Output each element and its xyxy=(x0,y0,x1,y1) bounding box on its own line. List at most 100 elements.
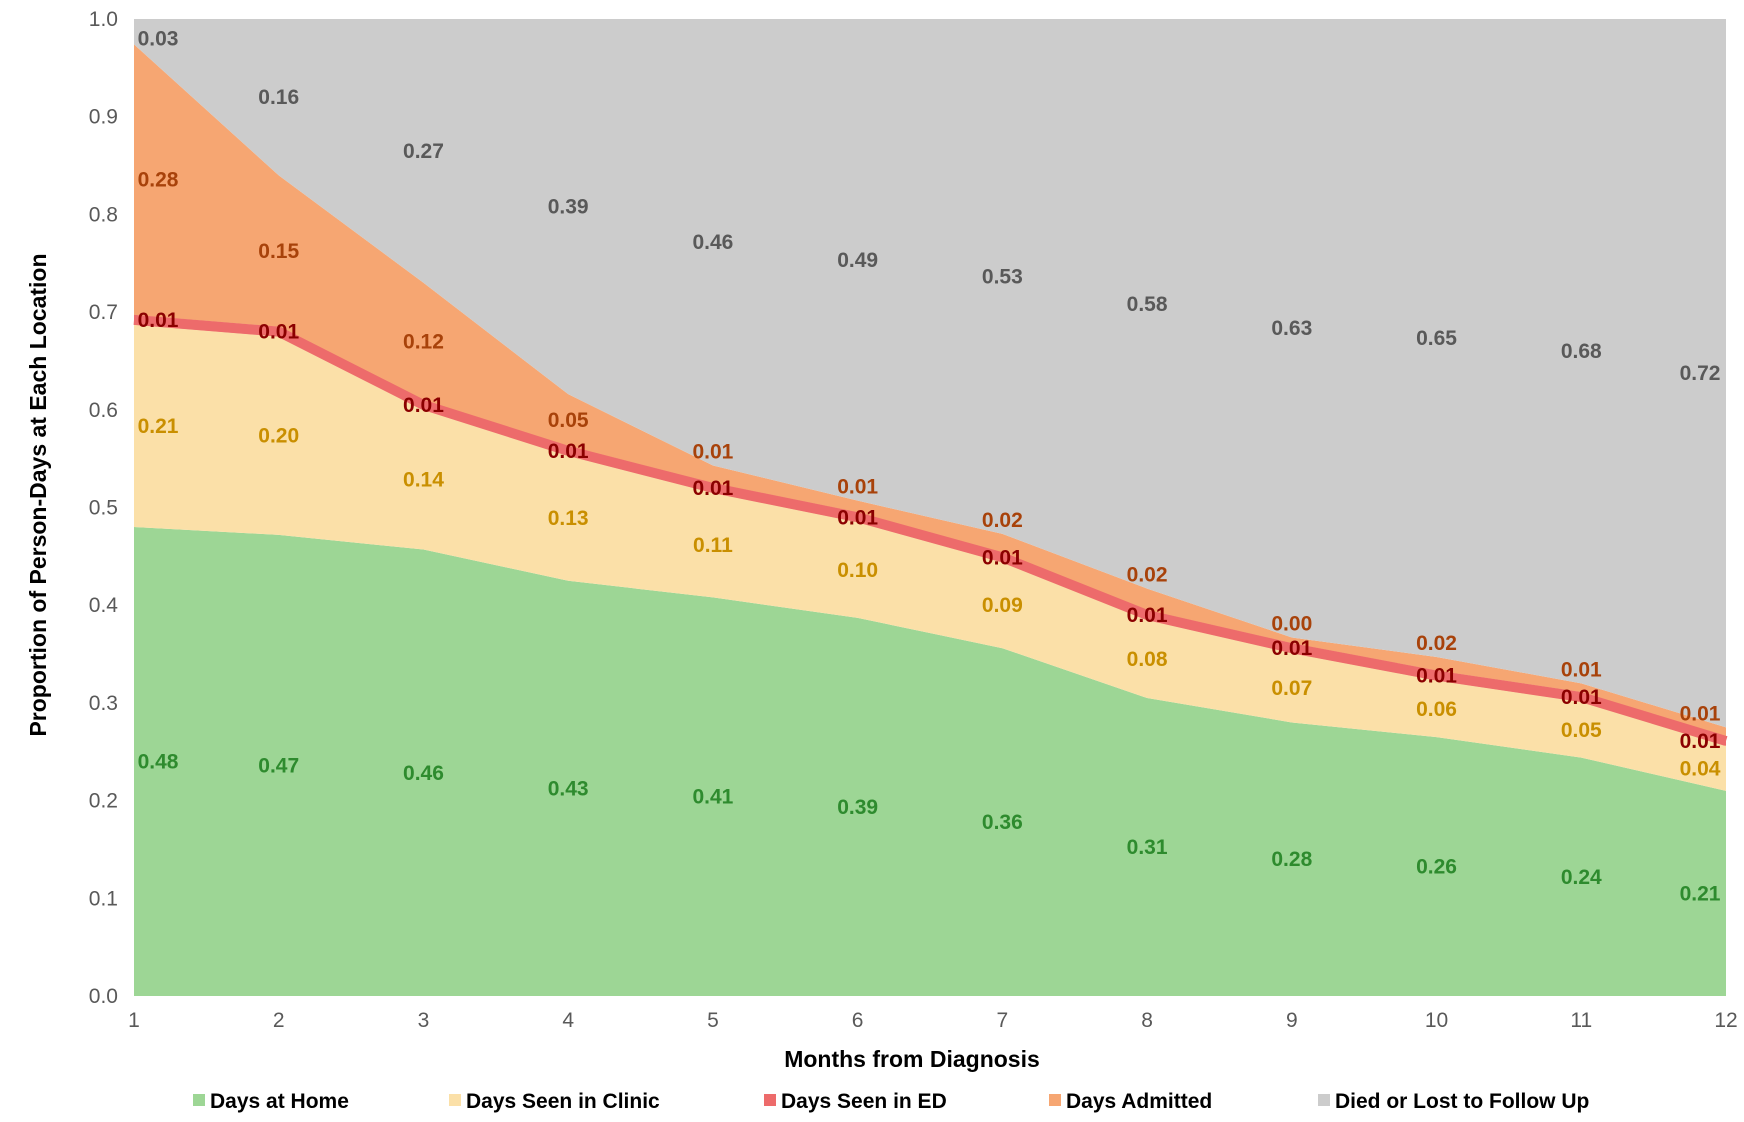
data-label: 0.63 xyxy=(1271,317,1312,340)
area-days-admitted xyxy=(134,44,1726,737)
data-label: 0.02 xyxy=(1416,632,1457,655)
data-label: 0.31 xyxy=(1127,836,1168,859)
legend-swatch xyxy=(1049,1094,1061,1106)
legend-label: Days Seen in ED xyxy=(781,1090,947,1113)
data-label: 0.21 xyxy=(138,415,179,438)
data-label: 0.01 xyxy=(692,440,733,463)
data-label: 0.01 xyxy=(258,321,299,344)
data-label: 0.05 xyxy=(548,409,589,432)
data-label: 0.16 xyxy=(258,86,299,109)
data-label: 0.02 xyxy=(1127,564,1168,587)
ed-band-line xyxy=(133,314,1728,746)
data-label: 0.01 xyxy=(1680,702,1721,725)
legend-swatch xyxy=(449,1094,461,1106)
data-label: 0.27 xyxy=(403,140,444,163)
data-label: 0.09 xyxy=(982,594,1023,617)
data-label: 0.06 xyxy=(1416,698,1457,721)
x-tick-label: 5 xyxy=(707,1009,719,1032)
data-label: 0.12 xyxy=(403,330,444,353)
data-label: 0.20 xyxy=(258,425,299,448)
x-tick-label: 8 xyxy=(1141,1009,1153,1032)
data-label: 0.08 xyxy=(1127,648,1168,671)
y-tick-label: 0.2 xyxy=(89,790,118,813)
legend-label: Days Admitted xyxy=(1066,1090,1212,1113)
legend-label: Died or Lost to Follow Up xyxy=(1335,1090,1589,1113)
x-tick-label: 4 xyxy=(562,1009,574,1032)
legend: Days at Home Days Seen in Clinic Days Seen… xyxy=(193,1090,1589,1113)
data-label: 0.01 xyxy=(837,476,878,499)
y-tick-label: 0.6 xyxy=(89,399,118,422)
data-label: 0.28 xyxy=(138,169,179,192)
data-label: 0.11 xyxy=(693,534,733,557)
data-label: 0.01 xyxy=(403,394,444,417)
data-label: 0.28 xyxy=(1271,848,1312,871)
legend-label: Days Seen in Clinic xyxy=(466,1090,660,1113)
ed-band xyxy=(133,314,1728,746)
legend-swatch xyxy=(193,1094,205,1106)
y-axis-title: Proportion of Person-Days at Each Locati… xyxy=(25,253,51,736)
data-label: 0.01 xyxy=(548,440,589,463)
stacked-areas xyxy=(134,19,1726,996)
data-label: 0.41 xyxy=(692,786,733,809)
data-label: 0.10 xyxy=(837,559,878,582)
y-tick-label: 1.0 xyxy=(89,8,118,31)
data-label: 0.46 xyxy=(692,231,733,254)
data-label: 0.01 xyxy=(692,477,733,500)
legend-swatch xyxy=(764,1094,776,1106)
data-label: 0.36 xyxy=(982,811,1023,834)
x-tick-label: 12 xyxy=(1714,1009,1737,1032)
data-label: 0.43 xyxy=(548,777,589,800)
data-label: 0.47 xyxy=(258,754,299,777)
data-label: 0.49 xyxy=(837,249,878,272)
data-label: 0.65 xyxy=(1416,327,1457,350)
area-days-seen-in-clinic xyxy=(134,324,1726,791)
x-axis-ticks: 1 2 3 4 5 6 7 8 9 10 11 12 xyxy=(128,1009,1738,1032)
data-label: 0.46 xyxy=(403,762,444,785)
data-label: 0.21 xyxy=(1680,882,1721,905)
y-tick-label: 0.7 xyxy=(89,301,118,324)
data-label: 0.53 xyxy=(982,265,1023,288)
data-label: 0.58 xyxy=(1127,293,1168,316)
x-tick-label: 3 xyxy=(418,1009,430,1032)
x-tick-label: 10 xyxy=(1425,1009,1448,1032)
area-died-or-lost-to-follow-up xyxy=(134,19,1726,728)
data-label: 0.01 xyxy=(138,309,179,332)
data-label: 0.01 xyxy=(1416,665,1457,688)
data-label: 0.01 xyxy=(1561,658,1602,681)
y-tick-label: 0.5 xyxy=(89,497,118,520)
area-days-at-home xyxy=(134,527,1726,996)
data-label: 0.68 xyxy=(1561,340,1602,363)
data-label: 0.01 xyxy=(982,546,1023,569)
data-label: 0.39 xyxy=(548,196,589,219)
x-tick-label: 6 xyxy=(852,1009,864,1032)
data-label: 0.13 xyxy=(548,507,589,530)
data-label: 0.48 xyxy=(138,751,179,774)
data-label: 0.02 xyxy=(982,509,1023,532)
y-tick-label: 0.3 xyxy=(89,692,118,715)
data-label: 0.04 xyxy=(1680,757,1721,780)
y-tick-label: 0.8 xyxy=(89,203,118,226)
legend-label: Days at Home xyxy=(210,1090,349,1113)
data-label: 0.14 xyxy=(403,469,444,492)
legend-swatch xyxy=(1318,1094,1330,1106)
y-tick-label: 0.1 xyxy=(89,887,118,910)
x-tick-label: 2 xyxy=(273,1009,285,1032)
data-label: 0.26 xyxy=(1416,856,1457,879)
x-tick-label: 9 xyxy=(1286,1009,1298,1032)
data-label: 0.24 xyxy=(1561,866,1602,889)
x-tick-label: 7 xyxy=(997,1009,1009,1032)
data-label: 0.03 xyxy=(138,28,179,51)
data-label: 0.72 xyxy=(1680,362,1721,385)
data-label: 0.15 xyxy=(258,240,299,263)
y-tick-label: 0.0 xyxy=(89,985,118,1008)
y-tick-label: 0.4 xyxy=(89,594,119,617)
data-label: 0.00 xyxy=(1271,612,1312,635)
data-labels: 0.48 0.47 0.46 0.43 0.41 0.39 0.36 0.31 0.28 0.26… xyxy=(138,28,1721,906)
data-label: 0.01 xyxy=(1127,604,1168,627)
data-label: 0.01 xyxy=(1561,686,1602,709)
x-tick-label: 11 xyxy=(1570,1009,1592,1032)
data-label: 0.01 xyxy=(837,506,878,529)
x-axis-title: Months from Diagnosis xyxy=(784,1046,1040,1072)
data-label: 0.01 xyxy=(1680,730,1721,753)
